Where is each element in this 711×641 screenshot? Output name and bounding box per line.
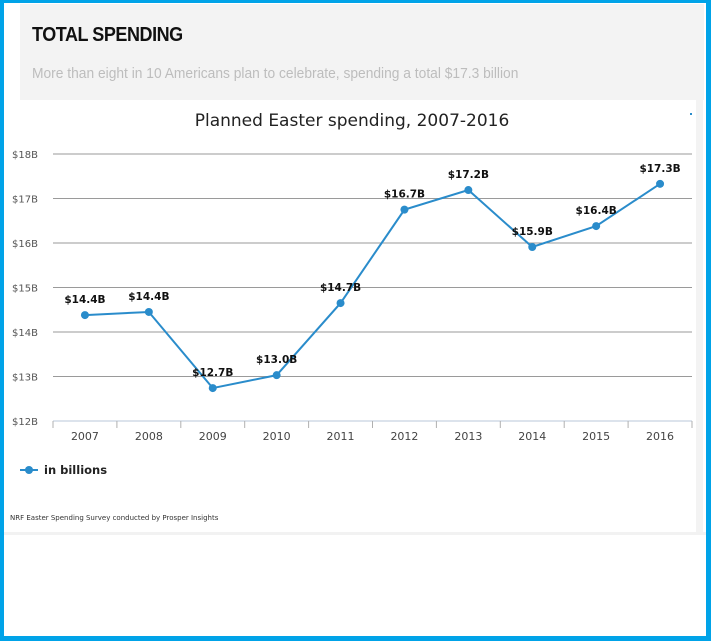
x-tick-label: 2010 [263,430,291,443]
source-credit: NRF Easter Spending Survey conducted by … [10,514,219,522]
y-axis-labels: $12B $13B $14B $15B $16B $17B $18B [12,150,38,428]
x-tick-label: 2015 [582,430,610,443]
card-divider [4,532,706,535]
context-menu-dot-icon[interactable] [690,113,692,115]
data-label: $12.7B [192,367,233,379]
x-tick-label: 2014 [518,430,546,443]
line-marker-icon [20,466,38,474]
grid-lines [53,153,692,377]
x-tick-label: 2008 [135,430,163,443]
y-tick-label: $18B [12,150,38,161]
page-title: TOTAL SPENDING [32,24,183,46]
x-tick-label: 2011 [327,430,355,443]
x-tick-label: 2009 [199,430,227,443]
data-label: $14.4B [64,294,105,306]
legend-label: in billions [44,463,108,477]
data-point [80,311,89,320]
header-panel: TOTAL SPENDING More than eight in 10 Ame… [20,4,704,100]
data-point [464,186,473,195]
data-point [656,179,665,188]
series-line [84,182,661,390]
legend-item[interactable]: in billions [20,463,107,477]
data-label: $13.0B [256,354,297,366]
data-point [144,307,153,316]
x-tick-label: 2013 [454,430,482,443]
x-tick-label: 2012 [390,430,418,443]
page-subtitle: More than eight in 10 Americans plan to … [32,65,519,82]
data-label: $17.3B [639,163,680,175]
y-tick-label: $13B [12,373,38,384]
data-label: $14.7B [320,282,361,294]
y-tick-label: $16B [12,239,38,250]
data-points [80,179,665,393]
y-tick-label: $15B [12,284,38,295]
data-label: $15.9B [512,226,553,238]
y-tick-label: $14B [12,328,38,339]
data-label: $16.4B [576,205,617,217]
y-tick-label: $12B [12,417,38,428]
data-label: $16.7B [384,189,425,201]
data-point [400,205,409,214]
x-tick-label: 2007 [71,430,99,443]
data-point [272,371,281,380]
data-label: $17.2B [448,169,489,181]
x-tick-label: 2016 [646,430,674,443]
data-label: $14.4B [128,291,169,303]
card-edge [696,100,703,535]
x-axis [52,420,693,428]
chart-title: Planned Easter spending, 2007-2016 [195,111,510,131]
data-point [528,243,537,252]
data-point [336,299,345,308]
chart-card [4,100,703,532]
data-point [592,222,601,231]
y-tick-label: $17B [12,195,38,206]
x-axis-labels: 2007 2008 2009 2010 2011 2012 2013 2014 2015 2016 [71,430,674,443]
data-labels: $14.4B $14.4B $12.7B $13.0B $14.7B $16.7B $17.… [64,163,680,379]
data-point [208,384,217,393]
